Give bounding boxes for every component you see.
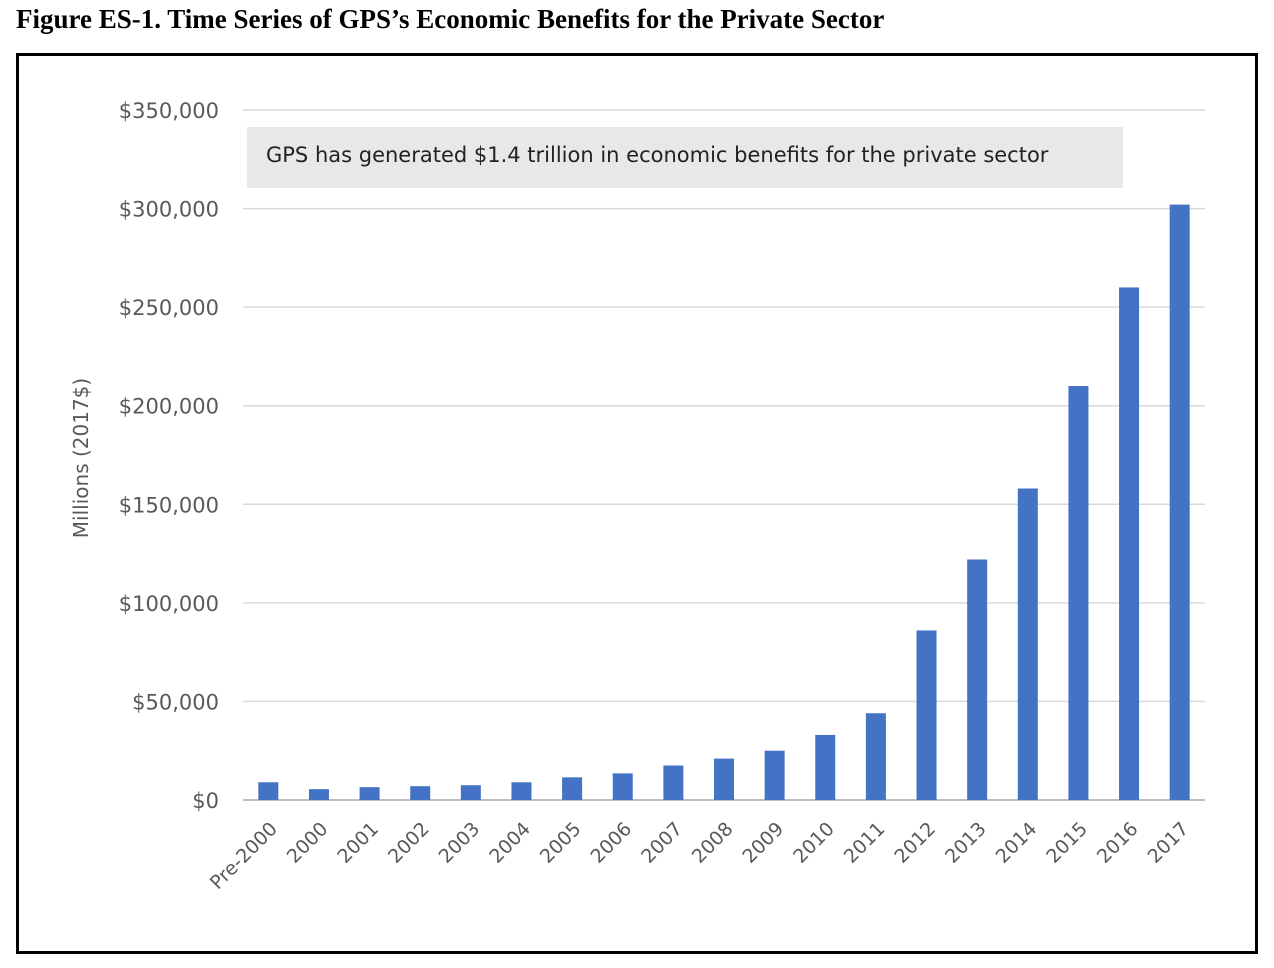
bar-2000 xyxy=(308,789,329,800)
bar-2015 xyxy=(1068,386,1089,800)
y-tick-label: $250,000 xyxy=(119,296,219,320)
y-tick-label: $100,000 xyxy=(119,592,219,616)
bar-2001 xyxy=(359,787,380,800)
figure-title: Figure ES-1. Time Series of GPS’s Econom… xyxy=(16,4,885,34)
y-tick-label: $150,000 xyxy=(119,493,219,517)
bar-2009 xyxy=(764,750,785,800)
x-tick-label: Pre-2000 xyxy=(206,818,282,894)
x-tick-label: 2002 xyxy=(384,818,434,868)
x-tick-label: 2014 xyxy=(992,818,1042,868)
bar-2004 xyxy=(511,782,532,800)
x-tick-label: 2006 xyxy=(587,818,637,868)
chart-frame xyxy=(16,53,1258,954)
x-tick-label: 2011 xyxy=(840,818,890,868)
x-tick-label: 2001 xyxy=(333,818,383,868)
bar-2003 xyxy=(460,785,481,800)
x-axis-ticks: Pre-2000 2000 2001 2002 2003 2004 2005 2006 2007… xyxy=(206,818,1193,894)
x-tick-label: 2004 xyxy=(485,818,535,868)
y-axis-ticks: $0 $50,000 $100,000 $150,000 $200,000 $250,00… xyxy=(119,99,219,813)
bar-2013 xyxy=(967,559,988,800)
bar-2011 xyxy=(865,713,886,800)
bar-2008 xyxy=(714,758,734,800)
bar-2002 xyxy=(410,786,431,800)
x-tick-label: 2013 xyxy=(941,818,991,868)
x-tick-label: 2017 xyxy=(1143,818,1193,868)
x-tick-label: 2010 xyxy=(789,818,839,868)
annotation-text: GPS has generated $1.4 trillion in econo… xyxy=(266,143,1049,167)
y-tick-label: $300,000 xyxy=(119,198,219,222)
x-tick-label: 2009 xyxy=(738,818,788,868)
bars xyxy=(258,204,1190,801)
x-tick-label: 2000 xyxy=(283,818,333,868)
x-tick-label: 2003 xyxy=(435,818,485,868)
annotation-box xyxy=(247,127,1123,188)
bar-2016 xyxy=(1119,287,1140,800)
x-tick-label: 2005 xyxy=(536,818,586,868)
bar-pre-2000 xyxy=(258,782,279,800)
bar-2010 xyxy=(815,734,836,800)
x-tick-label: 2012 xyxy=(890,818,940,868)
bar-2005 xyxy=(562,777,583,800)
grid-lines xyxy=(243,109,1205,801)
x-tick-label: 2015 xyxy=(1042,818,1092,868)
y-tick-label: $0 xyxy=(192,789,219,813)
y-axis-title: Millions (2017$) xyxy=(69,378,93,538)
x-tick-label: 2007 xyxy=(637,818,687,868)
y-tick-label: $50,000 xyxy=(132,690,219,714)
y-tick-label: $200,000 xyxy=(119,395,219,419)
y-tick-label: $350,000 xyxy=(119,99,219,123)
bar-2017 xyxy=(1169,204,1190,801)
bar-2007 xyxy=(663,765,684,800)
bar-2006 xyxy=(612,773,633,800)
bar-2014 xyxy=(1017,488,1038,800)
x-tick-label: 2016 xyxy=(1093,818,1143,868)
bar-2012 xyxy=(916,630,937,800)
x-tick-label: 2008 xyxy=(688,818,738,868)
